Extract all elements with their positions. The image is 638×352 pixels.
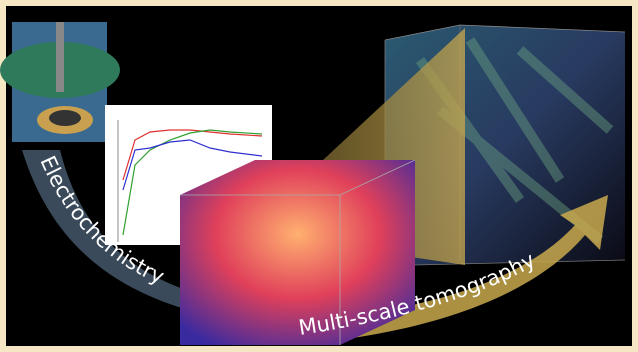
electrode-photo [0,22,120,142]
graphical-abstract: Electrochemistry Multi-scale tomography [0,0,638,352]
page: Electrochemistry Multi-scale tomography … [0,0,638,352]
